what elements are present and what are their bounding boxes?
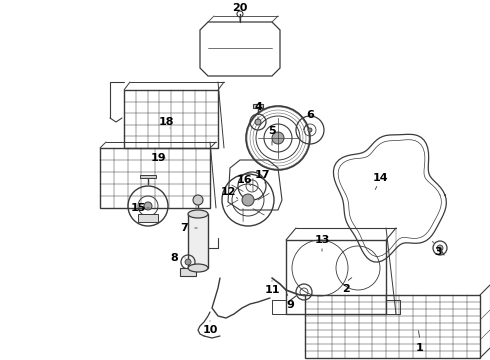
Text: 13: 13: [314, 235, 330, 245]
Bar: [140, 175, 156, 178]
Bar: [180, 268, 196, 276]
Bar: [253, 104, 263, 108]
Text: 8: 8: [170, 253, 178, 263]
Ellipse shape: [188, 264, 208, 272]
Circle shape: [185, 259, 191, 265]
Text: 18: 18: [158, 117, 174, 127]
Text: 1: 1: [416, 343, 424, 353]
Text: 14: 14: [372, 173, 388, 183]
Text: 17: 17: [254, 170, 270, 180]
Bar: [138, 214, 158, 222]
Text: 2: 2: [342, 284, 350, 294]
Circle shape: [272, 132, 284, 144]
Circle shape: [242, 194, 254, 206]
Circle shape: [193, 195, 203, 205]
Text: 19: 19: [150, 153, 166, 163]
Bar: [124, 90, 218, 148]
Text: 5: 5: [268, 126, 276, 136]
Text: 6: 6: [306, 110, 314, 120]
Text: 7: 7: [180, 223, 188, 233]
Text: 11: 11: [264, 285, 280, 295]
Text: 9: 9: [286, 300, 294, 310]
Circle shape: [437, 245, 443, 251]
Bar: [100, 148, 210, 208]
Text: 3: 3: [434, 247, 442, 257]
Bar: [286, 240, 386, 314]
Bar: [305, 295, 480, 358]
Text: 4: 4: [254, 102, 262, 112]
Text: 15: 15: [130, 203, 146, 213]
Text: 20: 20: [232, 3, 247, 13]
Text: 12: 12: [220, 187, 236, 197]
Bar: [188, 214, 208, 268]
Text: 16: 16: [236, 175, 252, 185]
Circle shape: [308, 128, 312, 132]
Ellipse shape: [188, 210, 208, 218]
Circle shape: [144, 202, 152, 210]
Circle shape: [255, 119, 261, 125]
Text: 10: 10: [202, 325, 218, 335]
